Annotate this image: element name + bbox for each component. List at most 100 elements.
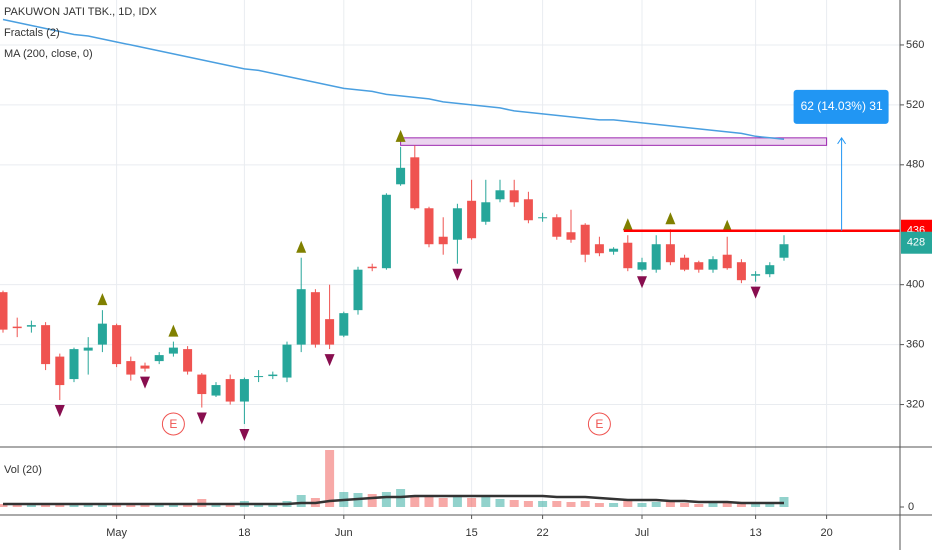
fractal-down — [196, 412, 207, 425]
fractal-down — [750, 286, 761, 299]
x-tick-label: 13 — [749, 527, 761, 539]
earnings-marker — [161, 412, 185, 436]
volume-bar — [268, 504, 278, 507]
y-tick-label: 360 — [906, 339, 924, 351]
price-zone — [400, 137, 828, 146]
candle-body — [12, 326, 22, 329]
x-tick-label: 15 — [465, 527, 477, 539]
volume-bar — [452, 495, 462, 507]
candle-body — [26, 325, 36, 327]
volume-bar — [594, 503, 604, 507]
volume-bar — [296, 495, 306, 507]
candle-body — [126, 361, 136, 375]
candle-body — [367, 266, 377, 269]
volume-bar — [69, 504, 79, 507]
volume-bar — [438, 498, 448, 507]
volume-bar — [538, 501, 548, 507]
candle-body — [310, 292, 320, 345]
earnings-label: E — [595, 417, 603, 431]
candle-body — [254, 376, 264, 378]
y-tick-label: 0 — [908, 501, 914, 513]
earnings-label: E — [169, 417, 177, 431]
candle-body — [580, 224, 590, 255]
volume-bar — [523, 501, 533, 507]
x-tick-label: Jul — [635, 527, 649, 539]
candle-body — [779, 244, 789, 258]
x-tick-label: 18 — [238, 527, 250, 539]
candle-body — [381, 194, 391, 269]
volume-bar — [736, 502, 746, 507]
measure-label: 62 (14.03%) 31 — [801, 99, 883, 113]
candle-body — [211, 385, 221, 396]
candle-body — [325, 319, 335, 345]
volume-bar — [765, 503, 775, 507]
volume-ma-line — [3, 494, 784, 506]
x-tick-label: 22 — [536, 527, 548, 539]
measure-box — [793, 89, 889, 124]
candle-body — [168, 347, 178, 354]
y-tick-label: 560 — [906, 39, 924, 51]
candle-body — [225, 379, 235, 402]
candle-body — [481, 202, 491, 222]
volume-bar — [580, 501, 590, 507]
candle-body — [694, 262, 704, 270]
plot: E E 62 (14.03%) 31 — [0, 18, 900, 507]
candle-body — [623, 242, 633, 269]
price-label-box — [901, 231, 932, 254]
volume-bar — [26, 504, 36, 507]
earnings-marker — [587, 412, 611, 436]
fractal-down — [452, 268, 463, 281]
volume-title: Vol (20) — [4, 464, 42, 476]
ma-line — [2, 18, 785, 141]
fractal-up — [622, 218, 633, 231]
volume-bar — [623, 501, 633, 507]
volume-bar — [140, 504, 150, 507]
y-tick-label: 320 — [906, 398, 924, 410]
volume-bar — [83, 504, 93, 507]
fractal-up — [97, 293, 108, 306]
volume-bar — [467, 498, 477, 507]
candle-body — [637, 262, 647, 270]
candle-body — [751, 274, 761, 276]
candle-body — [183, 349, 193, 372]
candle-body — [594, 244, 604, 254]
indicator-label: Fractals (2) — [4, 27, 60, 39]
volume-bar — [325, 450, 335, 507]
volume-bar — [381, 492, 391, 507]
candle-body — [736, 262, 746, 281]
candle-body — [765, 265, 775, 275]
fractal-up — [296, 240, 307, 253]
candle-body — [538, 217, 548, 219]
candle-body — [722, 254, 732, 269]
indicator-label: MA (200, close, 0) — [4, 48, 93, 60]
candle-body — [0, 292, 8, 330]
candle-body — [495, 190, 505, 200]
candle-body — [452, 208, 462, 240]
fractal-down — [239, 429, 250, 442]
candle-body — [651, 244, 661, 270]
volume-bar — [481, 497, 491, 507]
volume-bar — [722, 502, 732, 507]
volume-bar — [694, 504, 704, 507]
candle-body — [197, 374, 207, 395]
candle-body — [566, 232, 576, 240]
candle-body — [396, 167, 406, 185]
fractal-up — [395, 129, 406, 142]
candle-body — [282, 344, 292, 378]
fractal-down — [140, 376, 150, 389]
y-tick-label: 480 — [906, 159, 924, 171]
candle-body — [83, 347, 93, 351]
price-label: 428 — [907, 237, 925, 249]
x-tick-label: 20 — [820, 527, 832, 539]
fractal-up — [722, 219, 733, 232]
fractal-up — [665, 212, 676, 225]
volume-bar — [552, 501, 562, 507]
volume-bar — [751, 504, 761, 507]
volume-bar — [410, 495, 420, 507]
x-tick-label: Jun — [335, 527, 353, 539]
candle-body — [353, 269, 363, 311]
volume-bar — [168, 504, 178, 507]
y-tick-label: 520 — [906, 99, 924, 111]
